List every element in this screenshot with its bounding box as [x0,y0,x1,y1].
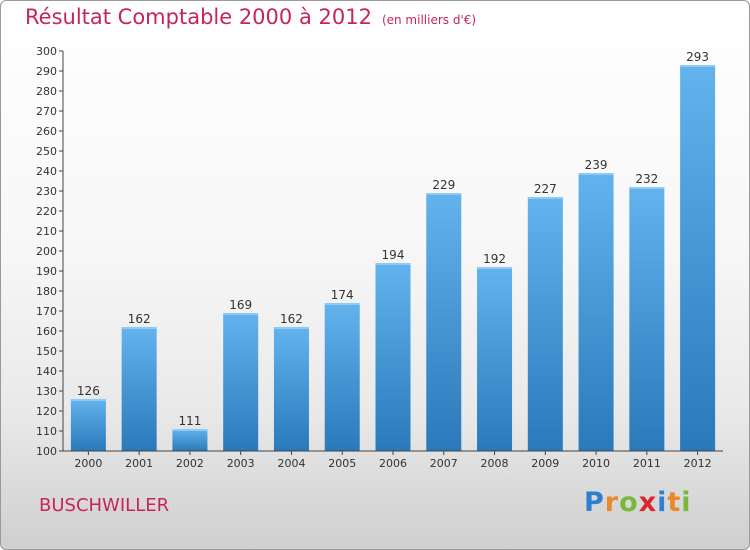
bar-highlight-2011 [629,187,665,189]
bar-highlight-2005 [324,303,360,305]
commune-name: BUSCHWILLER [39,495,170,516]
bar-2007 [426,193,462,451]
data-label-2002: 111 [178,414,201,428]
bar-2000 [70,399,106,451]
bar-2003 [223,313,259,451]
x-tick-label-2011: 2011 [633,457,661,470]
bar-highlight-2002 [172,429,208,431]
bar-highlight-2010 [578,173,614,175]
bar-2008 [477,267,513,451]
bar-2011 [629,187,665,451]
bar-highlight-2001 [121,327,157,329]
y-tick-label: 160 [36,325,57,338]
y-tick-label: 120 [36,405,57,418]
y-tick-label: 240 [36,165,57,178]
y-tick-label: 290 [36,65,57,78]
logo-letter: o [619,487,639,518]
y-tick-label: 280 [36,85,57,98]
logo-letter: i [681,487,692,518]
y-tick-label: 230 [36,185,57,198]
data-label-2001: 162 [128,312,151,326]
chart-unit: (en milliers d'€) [381,13,477,27]
y-tick-label: 170 [36,305,57,318]
x-tick-label-2006: 2006 [379,457,407,470]
bar-2010 [578,173,614,451]
bar-2002 [172,429,208,451]
bar-highlight-2009 [527,197,563,199]
x-tick-label-2010: 2010 [582,457,610,470]
bar-highlight-2004 [273,327,309,329]
data-label-2005: 174 [331,288,354,302]
bar-highlight-2012 [680,65,716,67]
bar-highlight-2006 [375,263,411,265]
bar-highlight-2003 [223,313,259,315]
x-tick-label-2009: 2009 [531,457,559,470]
data-label-2011: 232 [635,172,658,186]
y-tick-label: 130 [36,385,57,398]
data-label-2006: 194 [382,248,405,262]
bar-2009 [527,197,563,451]
y-tick-label: 140 [36,365,57,378]
y-tick-label: 200 [36,245,57,258]
y-tick-label: 260 [36,125,57,138]
bar-2012 [680,65,716,451]
y-tick-label: 100 [36,445,57,458]
data-label-2000: 126 [77,384,100,398]
x-tick-label-2003: 2003 [227,457,255,470]
bar-2006 [375,263,411,451]
bar-highlight-2000 [70,399,106,401]
data-label-2010: 239 [585,158,608,172]
logo-letter: t [667,487,682,518]
y-tick-label: 270 [36,105,57,118]
proxiti-logo: Proxiti [584,487,692,518]
data-label-2003: 169 [229,298,252,312]
x-tick-label-2001: 2001 [125,457,153,470]
bar-2005 [324,303,360,451]
bar-highlight-2007 [426,193,462,195]
logo-letter: P [584,487,605,518]
chart-title: Résultat Comptable 2000 à 2012 (en millie… [25,5,476,29]
bar-2001 [121,327,157,451]
y-tick-label: 150 [36,345,57,358]
x-tick-label-2004: 2004 [277,457,305,470]
y-tick-label: 180 [36,285,57,298]
x-tick-label-2005: 2005 [328,457,356,470]
bar-2004 [273,327,309,451]
y-tick-label: 300 [36,45,57,58]
chart-title-main: Résultat Comptable 2000 à 2012 [25,5,372,29]
x-tick-label-2008: 2008 [481,457,509,470]
y-tick-label: 250 [36,145,57,158]
y-tick-label: 220 [36,205,57,218]
bar-highlight-2008 [477,267,513,269]
x-tick-label-2007: 2007 [430,457,458,470]
y-tick-label: 190 [36,265,57,278]
logo-letter: i [657,487,668,518]
x-tick-label-2012: 2012 [684,457,712,470]
logo-letter: x [638,487,658,518]
data-label-2009: 227 [534,182,557,196]
logo-letter: r [604,487,620,518]
data-label-2007: 229 [432,178,455,192]
y-tick-label: 210 [36,225,57,238]
data-label-2012: 293 [686,50,709,64]
data-label-2004: 162 [280,312,303,326]
y-tick-label: 110 [36,425,57,438]
data-label-2008: 192 [483,252,506,266]
x-tick-label-2000: 2000 [74,457,102,470]
x-tick-label-2002: 2002 [176,457,204,470]
